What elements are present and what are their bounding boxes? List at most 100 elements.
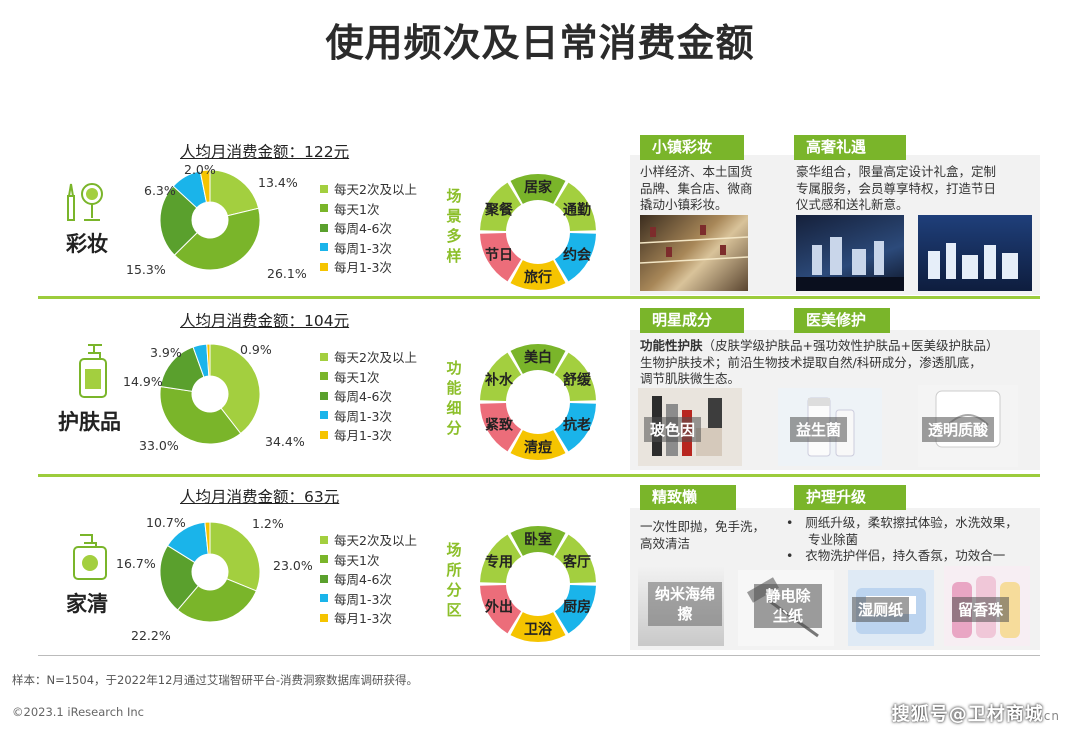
legend-swatch	[320, 223, 328, 232]
desc-luxury-gift: 豪华组合，限量高定设计礼盒，定制 专属服务，会员尊享特权，打造节日 仪式感和送礼新意…	[796, 164, 997, 212]
category-label-makeup: 彩妆	[66, 232, 108, 256]
tag-star-ingredient: 明星成分	[640, 308, 744, 333]
bullet-list-care-upgrade: • 厕纸升级，柔软擦拭体验，水洗效果， 专业除菌 • 衣物洗护伴侣，持久香氛，功…	[786, 515, 1018, 563]
ring-segment	[554, 352, 596, 402]
side-label-char: 区	[446, 601, 462, 619]
ring-segment	[510, 260, 566, 290]
ring-segment-label: 补水	[484, 372, 514, 389]
side-label-char: 场	[446, 187, 462, 205]
ring-segment-label: 卧室	[524, 531, 552, 548]
legend-item: 每天2次及以上	[320, 179, 417, 199]
pct-label: 23.0%	[273, 558, 313, 573]
legend-item: 每天1次	[320, 550, 417, 570]
product-label: 静电除尘纸	[754, 584, 822, 628]
ring-segment-label: 旅行	[524, 269, 552, 286]
ring-segment-label: 抗老	[563, 417, 591, 434]
ring-segment-label: 清痘	[524, 439, 552, 456]
donut-slice	[176, 578, 257, 623]
ring-segment	[554, 402, 596, 452]
donut-chart-household	[159, 521, 261, 623]
ring-segment-label: 美白	[524, 349, 552, 366]
pct-label: 0.9%	[240, 342, 272, 357]
section-divider	[38, 474, 1040, 477]
donut-slice	[209, 169, 260, 217]
legend-swatch	[320, 352, 328, 361]
legend-swatch	[320, 613, 328, 622]
ring-segment-label: 通勤	[563, 202, 591, 219]
pct-label: 15.3%	[126, 262, 166, 277]
product-label: 益生菌	[790, 417, 848, 442]
donut-slice	[209, 343, 261, 435]
monthly-spend-household: 人均月消费金额：63元	[180, 488, 340, 506]
pct-label: 34.4%	[265, 434, 305, 449]
donut-slice	[206, 343, 211, 377]
ring-segment	[480, 402, 522, 452]
side-label-char: 多	[446, 227, 462, 245]
ring-segment	[480, 534, 522, 584]
ring-segment	[510, 344, 566, 374]
photo-gift-box-1	[796, 215, 904, 291]
donut-slice	[159, 544, 200, 611]
ring-segment-label: 卫浴	[524, 621, 553, 638]
category-label-skincare: 护肤品	[58, 410, 121, 434]
pct-label: 33.0%	[139, 438, 179, 453]
legend-item: 每周1-3次	[320, 406, 417, 426]
cleaning-bottle-icon	[70, 533, 110, 581]
ring-segment	[480, 584, 522, 634]
legend-label: 每天1次	[334, 201, 380, 217]
ring-segment	[480, 232, 522, 282]
legend-label: 每周1-3次	[334, 591, 392, 607]
pct-label: 26.1%	[267, 266, 307, 281]
tag-town-makeup: 小镇彩妆	[640, 135, 744, 160]
legend-label: 每天1次	[334, 369, 380, 385]
pct-label: 16.7%	[116, 556, 156, 571]
product-label: 透明质酸	[922, 417, 995, 442]
legend-item: 每月1-3次	[320, 608, 417, 628]
ring-segment	[510, 526, 566, 556]
legend-swatch	[320, 184, 328, 193]
legend-label: 每周1-3次	[334, 240, 392, 256]
legend-item: 每周1-3次	[320, 589, 417, 609]
pct-label: 2.0%	[184, 162, 216, 177]
pct-label: 1.2%	[252, 516, 284, 531]
ring-segment-label: 厨房	[563, 599, 591, 616]
ring-segment-label: 紧致	[485, 417, 514, 434]
legend-item: 每月1-3次	[320, 425, 417, 445]
side-label-char: 细	[446, 399, 462, 417]
side-label-char: 分	[446, 419, 462, 437]
legend-item: 每月1-3次	[320, 257, 417, 277]
legend-swatch	[320, 594, 328, 603]
makeup-icon	[62, 180, 112, 224]
donut-chart-makeup	[159, 169, 261, 271]
legend-item: 每周1-3次	[320, 238, 417, 258]
legend-swatch	[320, 535, 328, 544]
ring-segment	[510, 612, 566, 642]
donut-slice	[159, 385, 242, 445]
tag-refined-lazy: 精致懒	[640, 485, 736, 510]
legend-item: 每天1次	[320, 199, 417, 219]
ring-segment	[510, 174, 566, 204]
section-divider	[38, 296, 1040, 299]
product-label: 湿厕纸	[852, 597, 910, 622]
monthly-spend-skincare: 人均月消费金额：104元	[180, 312, 350, 330]
ring-segment	[554, 584, 596, 634]
legend-label: 每月1-3次	[334, 260, 392, 276]
copyright: ©2023.1 iResearch Inc	[12, 705, 144, 719]
side-label-char: 分	[446, 581, 462, 599]
pct-label: 10.7%	[146, 515, 186, 530]
legend-item: 每周4-6次	[320, 218, 417, 238]
legend-swatch	[320, 411, 328, 420]
legend-swatch	[320, 204, 328, 213]
legend-label: 每天1次	[334, 552, 380, 568]
legend-household: 每天2次及以上 每天1次每周4-6次 每周1-3次 每月1-3次	[320, 530, 417, 628]
legend-label: 每天2次及以上	[334, 533, 417, 549]
legend-swatch	[320, 243, 328, 252]
legend-swatch	[320, 430, 328, 439]
tag-luxury-gift: 高奢礼遇	[794, 135, 906, 160]
ring-side-label: 场所分区	[446, 540, 462, 620]
legend-swatch	[320, 391, 328, 400]
legend-label: 每周4-6次	[334, 572, 392, 588]
legend-label: 每周4-6次	[334, 389, 392, 405]
